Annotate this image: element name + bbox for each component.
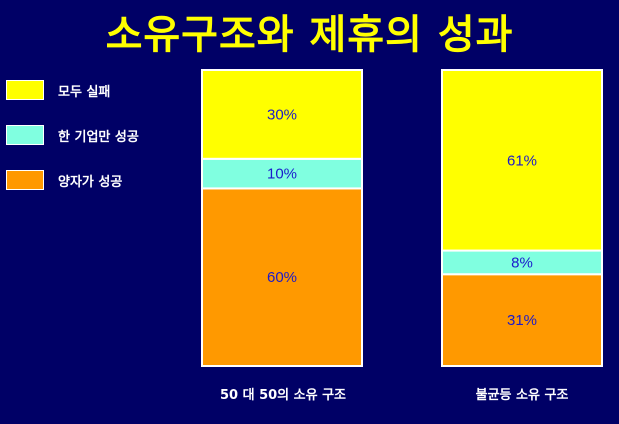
bar-segment-one-success-1: [201, 157, 363, 190]
data-label-all-fail-1: 30%: [267, 106, 297, 123]
data-label-both-success-2: 31%: [507, 312, 537, 329]
bar-segment-all-fail-2: [441, 69, 603, 252]
data-label-one-success-2: 8%: [511, 254, 533, 271]
chart-title: 소유구조와 제휴의 성과: [105, 12, 514, 58]
data-label-both-success-1: 60%: [267, 269, 297, 286]
bar-segment-both-success-1: [201, 187, 363, 367]
bar-segment-both-success-2: [441, 273, 603, 367]
legend-swatch-all-fail: [6, 80, 44, 100]
x-label-unequal-ownership: 불균등 소유 구조: [475, 388, 569, 403]
legend-swatch-both-success: [6, 170, 44, 190]
legend-swatch-one-success: [6, 125, 44, 145]
legend-label-both-success: 양자가 성공: [58, 175, 123, 190]
data-label-one-success-1: 10%: [267, 166, 297, 183]
x-label-equal-ownership: 50 대 50의 소유 구조: [219, 388, 347, 403]
data-label-all-fail-2: 61%: [507, 152, 537, 169]
legend-label-one-success: 한 기업만 성공: [58, 130, 139, 145]
bar-segment-all-fail-1: [201, 69, 363, 160]
legend-label-all-fail: 모두 실패: [58, 85, 111, 100]
